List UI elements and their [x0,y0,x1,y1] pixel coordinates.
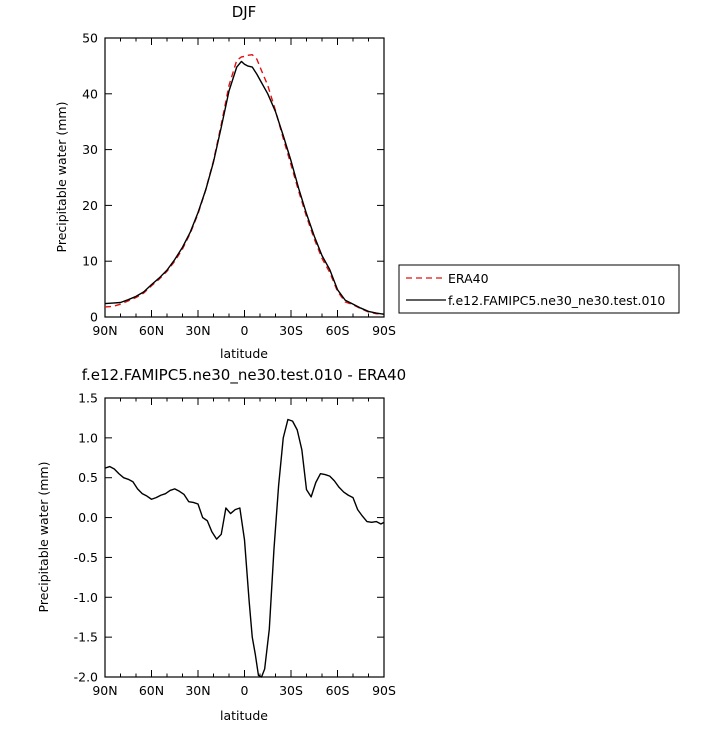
bottom-y-tick-label: -1.5 [74,630,98,645]
bottom-y-tick-label: -1.0 [74,590,98,605]
top-y-tick-label: 10 [82,254,98,269]
bottom-x-tick-label: 60S [326,683,350,698]
top-x-tick-label: 30S [279,323,303,338]
top-x-tick-label: 60S [326,323,350,338]
legend-box [398,264,680,314]
top-y-axis-label: Precipitable water (mm) [54,102,69,253]
top-x-axis-label: latitude [220,346,268,361]
top-y-tick-label: 40 [82,86,98,101]
top-x-tick-label: 90S [372,323,396,338]
bottom-x-tick-label: 90N [92,683,117,698]
top-series-group [104,54,385,315]
top-series-line-0 [104,54,385,315]
bottom-x-axis-label: latitude [220,708,268,723]
top-plot-frame [104,37,385,318]
top-x-tick-label: 30N [185,323,210,338]
top-panel: DJF 90N 60N 30N 0 30S 60S 90S 0 10 20 30 40 50 latit… [54,3,680,361]
bottom-y-axis-label: Precipitable water (mm) [36,462,51,613]
bottom-series-group [104,418,385,678]
bottom-x-tick-label: 90S [372,683,396,698]
bottom-y-tick-label: 1.5 [78,391,98,406]
bottom-panel: f.e12.FAMIPC5.ne30_ne30.test.010 - ERA40… [36,366,406,723]
top-y-tick-label: 50 [82,31,98,46]
top-chart-title: DJF [232,3,257,21]
legend-label-era40: ERA40 [448,271,489,286]
bottom-x-tick-label: 0 [241,683,249,698]
top-axis-ticks: 90N 60N 30N 0 30S 60S 90S 0 10 20 30 40 50 [82,31,396,339]
top-y-tick-label: 20 [82,198,98,213]
top-x-tick-label: 90N [92,323,117,338]
bottom-x-tick-label: 30S [279,683,303,698]
bottom-y-tick-label: -0.5 [74,550,98,565]
bottom-y-tick-label: -2.0 [74,670,98,685]
bottom-y-tick-label: 0.5 [78,470,98,485]
top-y-tick-label: 30 [82,142,98,157]
legend: ERA40 f.e12.FAMIPC5.ne30_ne30.test.010 [398,264,680,314]
top-x-tick-label: 0 [241,323,249,338]
bottom-series-line-0 [104,418,385,678]
top-series-line-1 [104,60,385,315]
bottom-chart-title: f.e12.FAMIPC5.ne30_ne30.test.010 - ERA40 [82,366,406,385]
top-x-tick-label: 60N [139,323,164,338]
bottom-x-tick-label: 60N [139,683,164,698]
legend-label-model: f.e12.FAMIPC5.ne30_ne30.test.010 [448,293,665,308]
bottom-x-tick-label: 30N [185,683,210,698]
bottom-y-tick-label: 0.0 [78,510,98,525]
top-y-tick-label: 0 [90,310,98,325]
bottom-y-tick-label: 1.0 [78,430,98,445]
bottom-axis-ticks: 90N 60N 30N 0 30S 60S 90S -2.0 -1.5 -1.0 -0.5 0.0 0.… [74,391,396,699]
